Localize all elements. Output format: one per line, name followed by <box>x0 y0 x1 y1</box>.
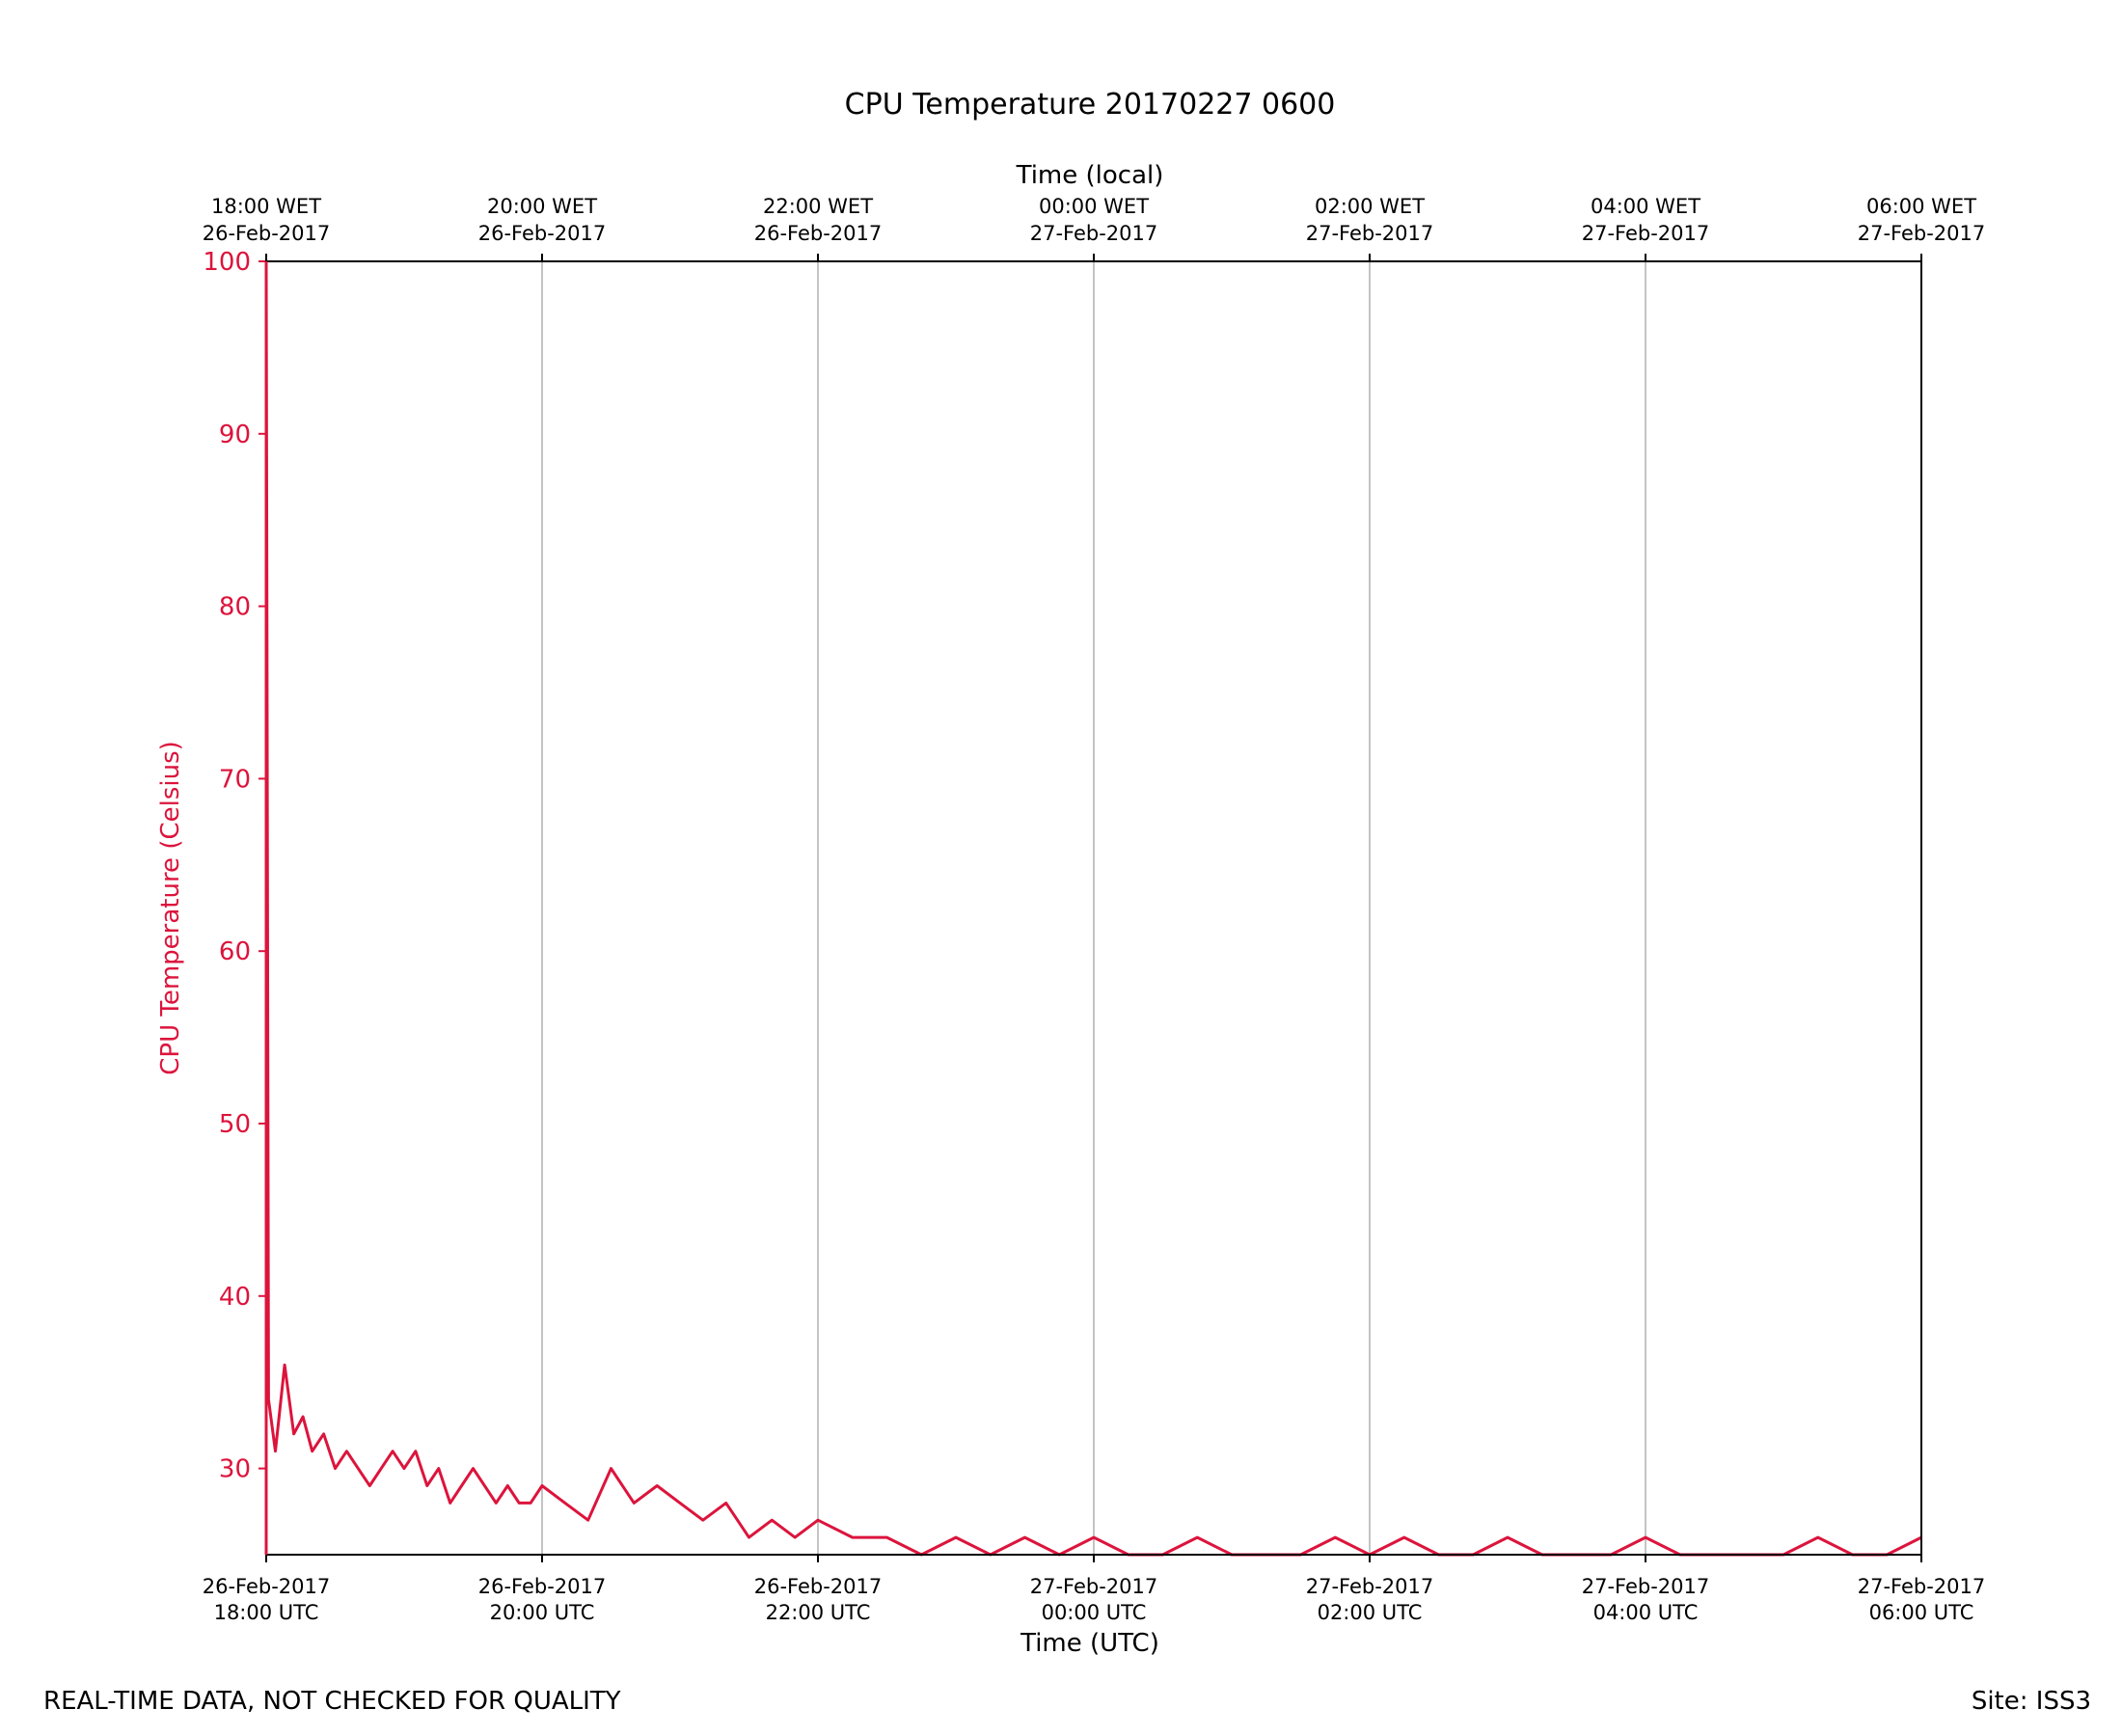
x-top-tick-date-5: 27-Feb-2017 <box>1582 222 1710 245</box>
y-tick-label-60: 60 <box>219 937 251 966</box>
y-axis: 30 40 50 60 70 80 90 100 <box>203 248 268 1555</box>
top-axis-label: Time (local) <box>1016 161 1164 190</box>
x-bottom-tick-time-3: 00:00 UTC <box>1042 1601 1147 1624</box>
series-line-0 <box>264 260 1922 1557</box>
x-bottom-tick-time-1: 20:00 UTC <box>490 1601 595 1624</box>
y-tick-label-30: 30 <box>219 1455 251 1484</box>
x-top-tick-date-4: 27-Feb-2017 <box>1306 222 1434 245</box>
footer-quality-note: REAL-TIME DATA, NOT CHECKED FOR QUALITY <box>43 1687 621 1716</box>
x-top-tick-date-2: 26-Feb-2017 <box>754 222 883 245</box>
x-top-tick-date-0: 26-Feb-2017 <box>203 222 331 245</box>
y-tick-label-50: 50 <box>219 1110 251 1139</box>
y-tick-label-70: 70 <box>219 765 251 794</box>
x-bottom-tick-time-4: 02:00 UTC <box>1318 1601 1423 1624</box>
x-bottom-tick-date-1: 26-Feb-2017 <box>478 1575 607 1598</box>
x-top-tick-time-3: 00:00 WET <box>1039 195 1149 218</box>
x-bottom-tick-date-0: 26-Feb-2017 <box>203 1575 331 1598</box>
x-bottom-tick-time-2: 22:00 UTC <box>766 1601 871 1624</box>
x-bottom-tick-time-0: 18:00 UTC <box>214 1601 319 1624</box>
y-axis-label: CPU Temperature (Celsius) <box>156 741 185 1075</box>
x-bottom-tick-date-6: 27-Feb-2017 <box>1858 1575 1986 1598</box>
x-axis-bottom: 26-Feb-2017 18:00 UTC 26-Feb-2017 20:00 UTC… <box>203 1555 1986 1624</box>
grid-lines <box>541 261 1646 1555</box>
x-axis-top: 18:00 WET 26-Feb-2017 20:00 WET 26-Feb-2017… <box>203 195 1986 261</box>
x-top-tick-date-3: 27-Feb-2017 <box>1030 222 1158 245</box>
y-tick-label-100: 100 <box>203 248 251 277</box>
x-top-tick-date-6: 27-Feb-2017 <box>1858 222 1986 245</box>
y-tick-label-40: 40 <box>219 1283 251 1312</box>
x-top-tick-time-0: 18:00 WET <box>211 195 321 218</box>
chart-title: CPU Temperature 20170227 0600 <box>845 88 1336 122</box>
x-bottom-tick-time-6: 06:00 UTC <box>1869 1601 1974 1624</box>
x-top-tick-time-2: 22:00 WET <box>763 195 873 218</box>
footer-site: Site: ISS3 <box>1972 1687 2091 1716</box>
x-top-tick-time-5: 04:00 WET <box>1591 195 1700 218</box>
x-top-tick-time-4: 02:00 WET <box>1315 195 1425 218</box>
x-bottom-tick-date-5: 27-Feb-2017 <box>1582 1575 1710 1598</box>
x-top-tick-date-1: 26-Feb-2017 <box>478 222 607 245</box>
x-top-tick-time-1: 20:00 WET <box>487 195 597 218</box>
series-group <box>264 260 1922 1557</box>
y-tick-label-90: 90 <box>219 420 251 449</box>
x-bottom-tick-time-5: 04:00 UTC <box>1593 1601 1699 1624</box>
x-bottom-tick-date-2: 26-Feb-2017 <box>754 1575 883 1598</box>
x-top-tick-time-6: 06:00 WET <box>1866 195 1976 218</box>
x-bottom-tick-date-4: 27-Feb-2017 <box>1306 1575 1434 1598</box>
x-axis-label: Time (UTC) <box>1020 1629 1159 1658</box>
x-bottom-tick-date-3: 27-Feb-2017 <box>1030 1575 1158 1598</box>
y-tick-label-80: 80 <box>219 593 251 622</box>
